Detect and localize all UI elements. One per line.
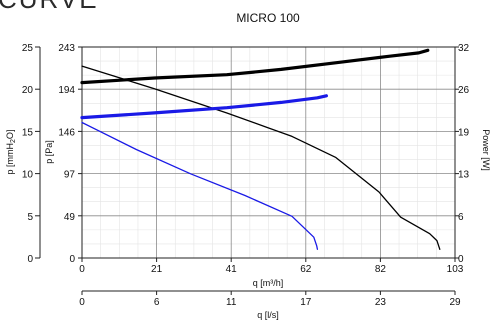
plot-border (81, 46, 456, 259)
y-pa-tick-label: 194 (58, 85, 75, 96)
y-mmh2o-tick-label: 15 (22, 127, 34, 138)
y-power-tick-label: 32 (458, 43, 470, 54)
x-axis-bottom-label: q [l/s] (257, 310, 279, 320)
x-bottom-tick-label: 23 (375, 297, 387, 308)
y-pa-tick-label: 0 (69, 254, 75, 265)
y-power-tick-label: 13 (458, 170, 470, 181)
y-mmh2o-tick-label: 20 (22, 85, 34, 96)
x-bottom-tick-label: 17 (300, 297, 312, 308)
x-top-tick-label: 82 (375, 264, 387, 275)
y-power-tick-label: 19 (458, 127, 470, 138)
y-axis-mmh2o-label-end: O] (5, 130, 15, 140)
series-line-power-3 (80, 94, 328, 120)
x-bottom-tick-label: 11 (226, 297, 237, 308)
x-bottom-tick-label: 0 (79, 297, 85, 308)
series-line-pressure-0 (81, 65, 441, 250)
y-pa-tick-label: 243 (58, 43, 75, 54)
chart-title: MICRO 100 (236, 11, 300, 25)
y-power-tick-label: 6 (458, 212, 464, 223)
y-mmh2o-tick-label: 10 (22, 170, 34, 181)
y-axis-mmh2o-label-main: p [mmH (5, 143, 15, 175)
y-power-tick-label: 26 (458, 85, 470, 96)
plot-frame (81, 46, 456, 259)
series-line-power-2 (80, 48, 430, 85)
y-mmh2o-tick-label: 25 (22, 43, 34, 54)
brand-logo-text: CURVE (0, 0, 99, 14)
y-mmh2o-tick-label: 0 (27, 254, 33, 265)
x-top-tick-label: 62 (300, 264, 312, 275)
series-line-pressure-1 (81, 121, 319, 250)
x-top-tick-label: 21 (151, 264, 163, 275)
y-axis-pa-label: p [Pa] (44, 140, 54, 164)
y-axis-mmh2o-label-sub: 2 (10, 139, 17, 143)
x-bottom-tick-label: 6 (154, 297, 160, 308)
x-axis-top-label: q [m³/h] (253, 278, 284, 288)
x-bottom-tick-label: 29 (449, 297, 461, 308)
x-top-tick-label: 0 (79, 264, 85, 275)
y-mmh2o-tick-label: 5 (27, 212, 33, 223)
y-pa-tick-label: 97 (64, 170, 76, 181)
x-top-tick-label: 103 (447, 264, 464, 275)
y-power-tick-label: 0 (458, 254, 464, 265)
x-top-tick-label: 41 (226, 264, 238, 275)
y-pa-tick-label: 146 (58, 127, 75, 138)
y-axis-mmh2o-label: p [mmH2O] (5, 130, 17, 175)
y-pa-tick-label: 49 (64, 212, 76, 223)
series-layer (80, 48, 441, 250)
y-axis-power-label: Power [W] (481, 129, 491, 171)
